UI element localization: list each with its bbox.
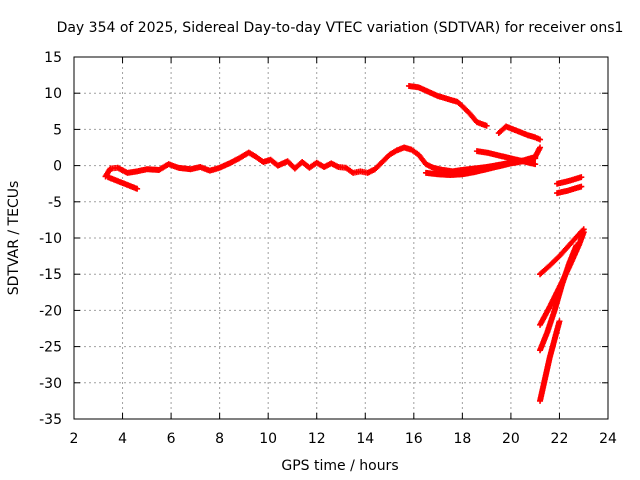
x-axis-label: GPS time / hours bbox=[281, 458, 398, 474]
data-point-marks bbox=[537, 318, 563, 404]
data-point-marks bbox=[537, 226, 587, 278]
data-point-marks bbox=[554, 174, 585, 187]
series-descending-line-a bbox=[537, 226, 587, 278]
x-tick-label: 8 bbox=[215, 431, 224, 447]
x-tick-label: 12 bbox=[308, 431, 326, 447]
grid bbox=[74, 57, 608, 419]
series-tail-lower bbox=[554, 183, 585, 197]
x-tick-label: 16 bbox=[405, 431, 423, 447]
data-point-marks bbox=[473, 148, 539, 168]
y-tick-label: 0 bbox=[53, 159, 62, 175]
x-tick-label: 14 bbox=[356, 431, 374, 447]
y-tick-label: -20 bbox=[39, 303, 62, 319]
x-tick-label: 10 bbox=[259, 431, 277, 447]
chart-title: Day 354 of 2025, Sidereal Day-to-day VTE… bbox=[57, 20, 624, 36]
y-tick-label: 15 bbox=[44, 50, 62, 66]
series-upper-band bbox=[473, 148, 539, 168]
series-tail-upper bbox=[554, 174, 585, 187]
x-tick-label: 2 bbox=[70, 431, 79, 447]
series-lower-branch bbox=[104, 174, 141, 192]
x-axis: 2 4 6 8 10 12 14 16 18 20 22 24 bbox=[70, 57, 617, 447]
data-point-marks bbox=[104, 174, 141, 192]
series-drop-line bbox=[537, 318, 563, 404]
y-tick-label: 10 bbox=[44, 86, 62, 102]
y-tick-label: -5 bbox=[48, 195, 62, 211]
data-point-marks bbox=[537, 242, 580, 354]
data-point-marks bbox=[554, 183, 585, 197]
y-tick-label: -15 bbox=[39, 267, 62, 283]
x-tick-label: 4 bbox=[118, 431, 127, 447]
y-tick-label: -35 bbox=[39, 412, 62, 428]
x-tick-label: 22 bbox=[551, 431, 569, 447]
series-high-segment bbox=[405, 82, 490, 129]
y-axis-label: SDTVAR / TECUs bbox=[6, 181, 22, 296]
series-descending-line-c bbox=[537, 242, 580, 354]
y-tick-label: 5 bbox=[53, 122, 62, 138]
y-tick-label: -10 bbox=[39, 231, 62, 247]
y-axis: 15 10 5 0 -5 -10 -15 -20 -25 -30 -35 bbox=[39, 50, 608, 428]
x-tick-label: 20 bbox=[502, 431, 520, 447]
x-tick-label: 6 bbox=[167, 431, 176, 447]
x-tick-label: 24 bbox=[599, 431, 617, 447]
series-late-segment bbox=[495, 123, 544, 143]
y-tick-label: -25 bbox=[39, 340, 62, 356]
data-points bbox=[102, 82, 587, 404]
data-point-marks bbox=[495, 123, 544, 143]
data-point-marks bbox=[405, 82, 490, 129]
x-tick-label: 18 bbox=[453, 431, 471, 447]
y-tick-label: -30 bbox=[39, 376, 62, 392]
